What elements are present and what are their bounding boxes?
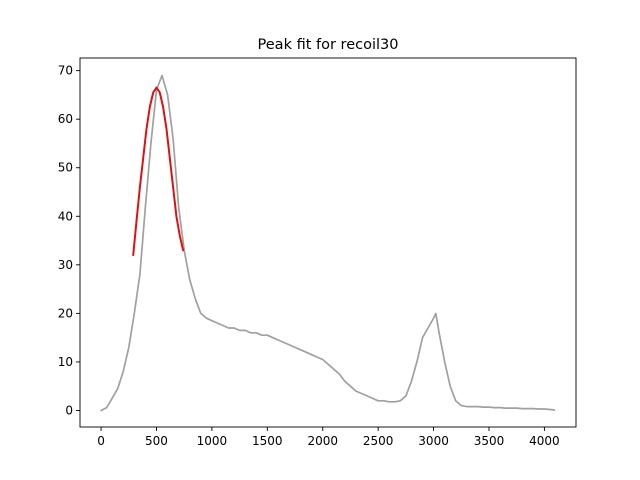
x-tick-label: 500 (145, 434, 168, 448)
axes-frame (79, 57, 577, 428)
x-tick-label: 2500 (363, 434, 394, 448)
y-tick-label: 0 (65, 403, 73, 417)
y-tick-label: 40 (58, 209, 73, 223)
data-series-line (100, 74, 556, 412)
x-tick-label: 0 (97, 434, 105, 448)
y-tick-label: 60 (58, 112, 73, 126)
fit-series-line (132, 86, 185, 257)
chart-title: Peak fit for recoil30 (258, 37, 399, 53)
y-tick-label: 50 (58, 161, 73, 175)
axes: 0 500 1000 1500 2000 2500 3000 3500 4000 0 10 20 30 4… (58, 57, 577, 448)
y-tick-label: 10 (58, 355, 73, 369)
x-tick-label: 2000 (307, 434, 338, 448)
x-tick-label: 1500 (252, 434, 283, 448)
x-tick-label: 1000 (197, 434, 228, 448)
y-tick-label: 30 (58, 258, 73, 272)
y-tick-label: 20 (58, 306, 73, 320)
y-tick-label: 70 (58, 64, 73, 78)
x-tick-label: 3500 (474, 434, 505, 448)
x-tick-label: 3000 (418, 434, 449, 448)
plot-area (100, 74, 556, 412)
x-tick-label: 4000 (529, 434, 560, 448)
